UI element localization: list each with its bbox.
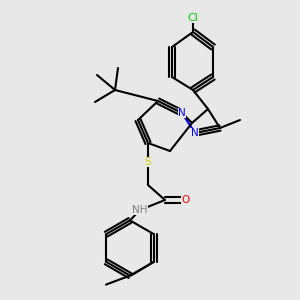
Text: N: N [191,128,199,138]
Text: S: S [145,157,151,167]
Text: Cl: Cl [188,13,198,23]
Text: NH: NH [132,205,148,215]
Text: N: N [178,108,186,118]
Text: O: O [181,195,189,205]
